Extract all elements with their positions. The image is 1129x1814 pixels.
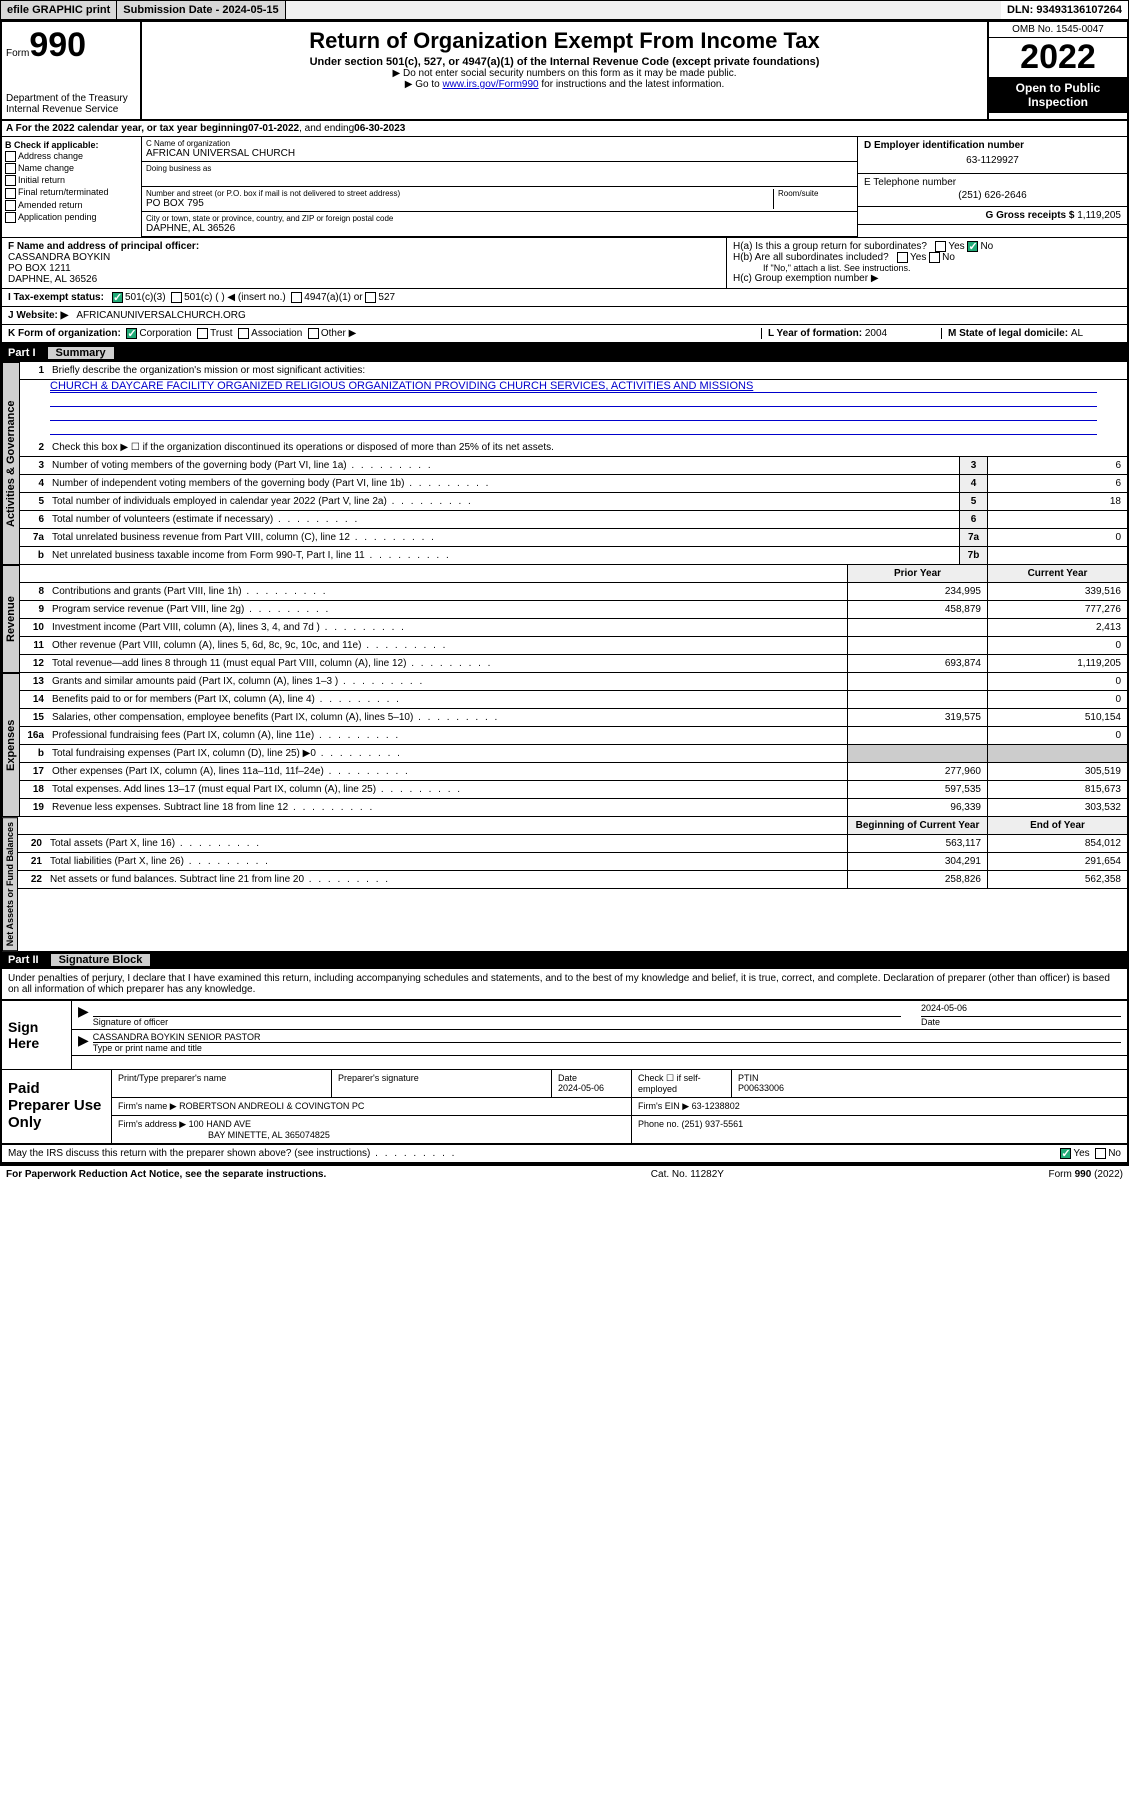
checkbox-name-change[interactable] bbox=[5, 163, 16, 174]
table-row: 5Total number of individuals employed in… bbox=[20, 493, 1127, 511]
part2-header: Part IISignature Block bbox=[2, 951, 1127, 969]
checkbox-hb-yes[interactable] bbox=[897, 252, 908, 263]
section-d-e-g: D Employer identification number63-11299… bbox=[857, 137, 1127, 237]
dln: DLN: 93493136107264 bbox=[1001, 1, 1128, 19]
table-row: 17Other expenses (Part IX, column (A), l… bbox=[20, 763, 1127, 781]
table-row: 16aProfessional fundraising fees (Part I… bbox=[20, 727, 1127, 745]
form-title-block: Return of Organization Exempt From Incom… bbox=[142, 22, 987, 119]
sign-block: Sign Here ▶Signature of officer2024-05-0… bbox=[2, 999, 1127, 1070]
section-h: H(a) Is this a group return for subordin… bbox=[727, 238, 1127, 288]
part1-header: Part ISummary bbox=[2, 344, 1127, 362]
form-title: Return of Organization Exempt From Incom… bbox=[150, 28, 979, 54]
checkbox-discuss-yes[interactable] bbox=[1060, 1148, 1071, 1159]
checkbox-assoc[interactable] bbox=[238, 328, 249, 339]
table-row: 6Total number of volunteers (estimate if… bbox=[20, 511, 1127, 529]
checkbox-address-change[interactable] bbox=[5, 151, 16, 162]
section-l: L Year of formation: 2004 bbox=[761, 328, 941, 339]
table-row: bNet unrelated business taxable income f… bbox=[20, 547, 1127, 565]
vtab-governance: Activities & Governance bbox=[2, 362, 20, 565]
checkbox-hb-no[interactable] bbox=[929, 252, 940, 263]
checkbox-4947[interactable] bbox=[291, 292, 302, 303]
table-row: 18Total expenses. Add lines 13–17 (must … bbox=[20, 781, 1127, 799]
checkbox-other[interactable] bbox=[308, 328, 319, 339]
table-row: 22Net assets or fund balances. Subtract … bbox=[18, 871, 1127, 889]
section-k: K Form of organization: Corporation Trus… bbox=[8, 328, 761, 339]
tax-year-row: A For the 2022 calendar year, or tax yea… bbox=[2, 121, 1127, 137]
checkbox-app-pending[interactable] bbox=[5, 212, 16, 223]
table-row: 10Investment income (Part VIII, column (… bbox=[20, 619, 1127, 637]
checkbox-initial-return[interactable] bbox=[5, 175, 16, 186]
preparer-block: Paid Preparer Use Only Print/Type prepar… bbox=[2, 1070, 1127, 1145]
table-row: 3Number of voting members of the governi… bbox=[20, 457, 1127, 475]
vtab-netassets: Net Assets or Fund Balances bbox=[2, 817, 18, 951]
table-row: 14Benefits paid to or for members (Part … bbox=[20, 691, 1127, 709]
efile-print-button[interactable]: efile GRAPHIC print bbox=[1, 1, 117, 19]
table-row: 7aTotal unrelated business revenue from … bbox=[20, 529, 1127, 547]
checkbox-amended[interactable] bbox=[5, 200, 16, 211]
table-row: 12Total revenue—add lines 8 through 11 (… bbox=[20, 655, 1127, 673]
mission-link[interactable]: CHURCH & DAYCARE FACILITY ORGANIZED RELI… bbox=[50, 380, 753, 392]
checkbox-501c3[interactable] bbox=[112, 292, 123, 303]
table-row: 20Total assets (Part X, line 16)563,1178… bbox=[18, 835, 1127, 853]
section-c: C Name of organizationAFRICAN UNIVERSAL … bbox=[142, 137, 857, 237]
footer: For Paperwork Reduction Act Notice, see … bbox=[0, 1166, 1129, 1183]
instructions-link[interactable]: www.irs.gov/Form990 bbox=[442, 79, 538, 90]
table-row: 9Program service revenue (Part VIII, lin… bbox=[20, 601, 1127, 619]
form-id-block: Form990 Department of the Treasury Inter… bbox=[2, 22, 142, 119]
table-row: bTotal fundraising expenses (Part IX, co… bbox=[20, 745, 1127, 763]
table-row: 13Grants and similar amounts paid (Part … bbox=[20, 673, 1127, 691]
table-row: 15Salaries, other compensation, employee… bbox=[20, 709, 1127, 727]
declaration: Under penalties of perjury, I declare th… bbox=[2, 969, 1127, 999]
checkbox-501c[interactable] bbox=[171, 292, 182, 303]
table-row: 19Revenue less expenses. Subtract line 1… bbox=[20, 799, 1127, 817]
section-f: F Name and address of principal officer:… bbox=[2, 238, 727, 288]
section-b: B Check if applicable: Address change Na… bbox=[2, 137, 142, 237]
table-row: 21Total liabilities (Part X, line 26)304… bbox=[18, 853, 1127, 871]
section-m: M State of legal domicile: AL bbox=[941, 328, 1121, 339]
checkbox-trust[interactable] bbox=[197, 328, 208, 339]
year-block: OMB No. 1545-0047 2022 Open to Public In… bbox=[987, 22, 1127, 119]
table-row: 4Number of independent voting members of… bbox=[20, 475, 1127, 493]
checkbox-final-return[interactable] bbox=[5, 188, 16, 199]
table-row: 8Contributions and grants (Part VIII, li… bbox=[20, 583, 1127, 601]
section-j: J Website: ▶AFRICANUNIVERSALCHURCH.ORG bbox=[2, 307, 1127, 325]
section-i: I Tax-exempt status: 501(c)(3) 501(c) ( … bbox=[2, 289, 1127, 307]
checkbox-527[interactable] bbox=[365, 292, 376, 303]
top-bar: efile GRAPHIC print Submission Date - 20… bbox=[0, 0, 1129, 20]
checkbox-corp[interactable] bbox=[126, 328, 137, 339]
checkbox-discuss-no[interactable] bbox=[1095, 1148, 1106, 1159]
table-row: 11Other revenue (Part VIII, column (A), … bbox=[20, 637, 1127, 655]
discuss-row: May the IRS discuss this return with the… bbox=[2, 1145, 1127, 1164]
vtab-revenue: Revenue bbox=[2, 565, 20, 673]
form-body: Form990 Department of the Treasury Inter… bbox=[0, 20, 1129, 1166]
vtab-expenses: Expenses bbox=[2, 673, 20, 817]
checkbox-ha-yes[interactable] bbox=[935, 241, 946, 252]
checkbox-ha-no[interactable] bbox=[967, 241, 978, 252]
submission-date: Submission Date - 2024-05-15 bbox=[117, 1, 285, 19]
